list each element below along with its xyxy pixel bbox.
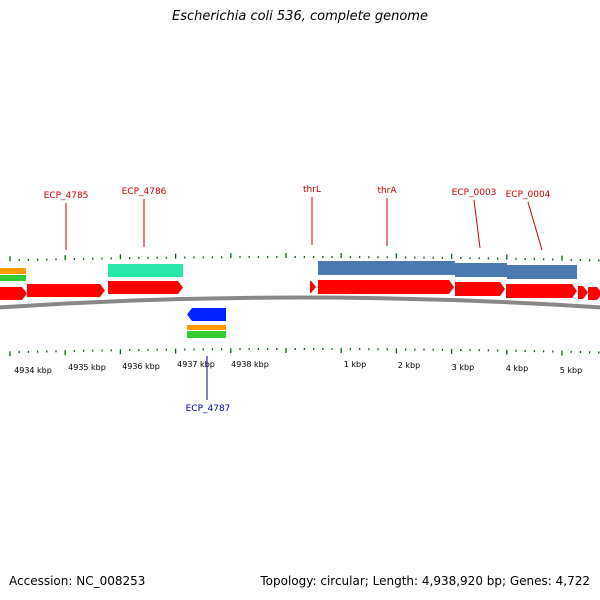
feature-track [0, 261, 600, 338]
orange-feature-bottom [187, 325, 226, 330]
gene-arrow-thrA [318, 280, 454, 294]
tick-label: 1 kbp [344, 360, 366, 369]
gene-arrow-ECP_4786 [108, 281, 183, 294]
bottom-tick-marks [9, 348, 600, 357]
green-feature-bottom [187, 331, 226, 338]
orange-feature [0, 268, 26, 274]
gene-label-ECP_4786: ECP_4786 [122, 187, 167, 197]
green-feature [0, 275, 26, 281]
tick-label: 4937 kbp [177, 360, 215, 369]
gene-arrow-ECP_4785 [27, 284, 105, 297]
tick-label: 4 kbp [506, 364, 528, 373]
tick-label: 4938 kbp [231, 360, 269, 369]
gene-arrow-thrL [310, 281, 316, 293]
leader-line [473, 199, 481, 249]
tick-label: 5 kbp [560, 366, 582, 375]
gene-arrow [0, 287, 27, 300]
cds-block-3 [507, 265, 577, 279]
genome-backbone [0, 295, 600, 310]
tick-label: 4935 kbp [68, 363, 106, 372]
gene-label-thrA: thrA [377, 186, 397, 196]
position-labels: 4934 kbp 4935 kbp 4936 kbp 4937 kbp 4938 kbp… [14, 360, 582, 375]
gene-arrow-ECP_0004 [506, 284, 577, 298]
genome-summary: Topology: circular; Length: 4,938,920 bp… [260, 574, 590, 588]
teal-feature [108, 264, 183, 277]
tick-label: 2 kbp [398, 361, 420, 370]
tick-label: 4934 kbp [14, 366, 52, 375]
genome-title: Escherichia coli 536, complete genome [172, 9, 428, 24]
gene-arrow [588, 287, 600, 300]
accession-label: Accession: NC_008253 [9, 574, 146, 588]
gene-arrow [578, 286, 588, 299]
gene-labels: ECP_4785 ECP_4786 thrL thrA ECP_0003 ECP_0004… [44, 185, 551, 414]
gene-label-ECP_4785: ECP_4785 [44, 191, 89, 201]
gene-arrow-ECP_4787 [187, 308, 226, 321]
tick-label: 4936 kbp [122, 362, 160, 371]
leader-line [527, 201, 543, 251]
gene-label-thrL: thrL [303, 185, 321, 195]
cds-block-2 [455, 263, 507, 277]
top-tick-marks [9, 253, 600, 262]
gene-arrow-ECP_0003 [455, 282, 505, 296]
gene-label-ECP_0003: ECP_0003 [452, 188, 497, 198]
cds-block-1 [318, 261, 455, 275]
gene-label-ECP_0004: ECP_0004 [506, 190, 551, 200]
gene-label-ECP_4787: ECP_4787 [186, 404, 231, 414]
tick-label: 3 kbp [452, 363, 474, 372]
